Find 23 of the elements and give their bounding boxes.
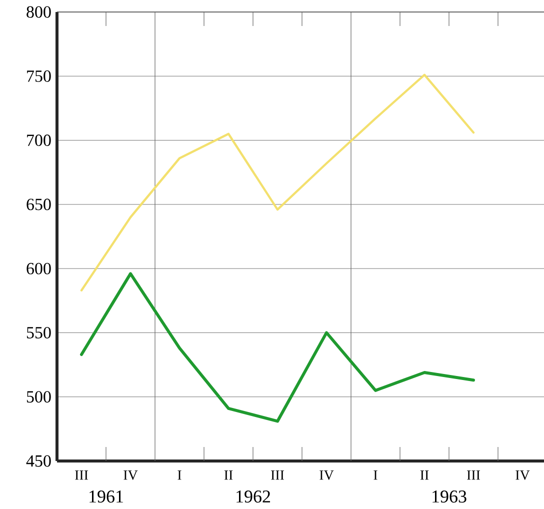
x-tick-label: III: [75, 470, 88, 480]
text: 1962: [236, 490, 270, 503]
y-tick-label: 450: [26, 455, 51, 467]
text: 1963: [432, 490, 466, 503]
y-tick-label: 550: [26, 326, 51, 338]
text: 1961: [90, 490, 123, 503]
y-tick-label: 800: [26, 6, 51, 18]
line-series: [80, 74, 475, 292]
y-tick-label: 750: [27, 70, 51, 82]
x-tick-label: IV: [320, 470, 334, 480]
x-tick-label: IV: [124, 470, 138, 480]
x-tick-label: I: [178, 470, 182, 480]
y-tick-label: 700: [27, 134, 51, 146]
y-tick-label: 650: [26, 198, 51, 210]
x-tick-label: II: [420, 470, 429, 480]
y-tick-label: 600: [26, 262, 51, 274]
x-tick-label: III: [271, 470, 284, 480]
x-tick-label: IV: [516, 470, 530, 480]
line-series: [80, 272, 476, 423]
x-tick-label: II: [224, 470, 233, 480]
y-tick-label: 500: [26, 391, 51, 403]
x-tick-label: I: [374, 470, 378, 480]
x-tick-label: III: [467, 470, 480, 480]
